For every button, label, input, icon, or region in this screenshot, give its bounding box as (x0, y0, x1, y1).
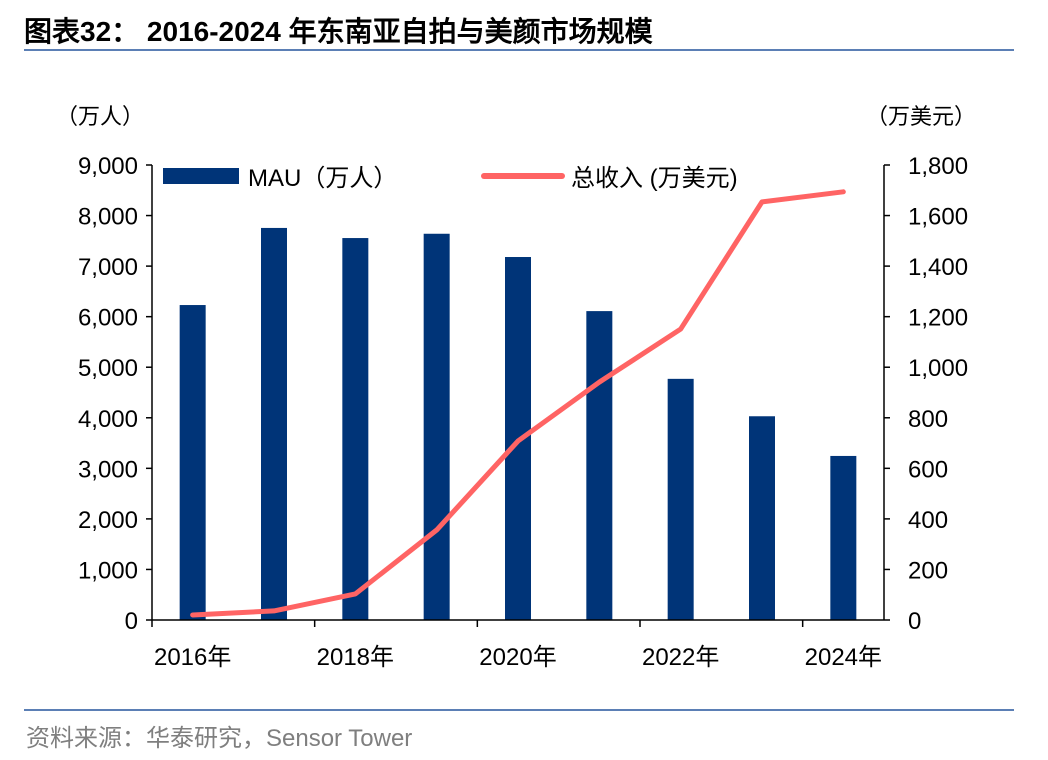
x-tick-label: 2020年 (479, 644, 556, 671)
x-tick-label: 2016年 (154, 644, 231, 671)
chart-title: 图表32： 2016-2024 年东南亚自拍与美颜市场规模 (24, 16, 653, 47)
source-note: 资料来源：华泰研究，Sensor Tower (26, 725, 413, 752)
bar-2018年 (342, 238, 369, 620)
left-tick-label: 3,000 (78, 456, 138, 483)
legend: MAU（万人） 总收入 (万美元) (163, 165, 738, 192)
right-tick-label: 0 (908, 608, 921, 635)
left-tick-label: 7,000 (78, 254, 138, 281)
x-tick-label: 2024年 (805, 644, 882, 671)
bar-2017年 (261, 227, 287, 621)
bar-2022年 (667, 378, 694, 620)
right-tick-label: 200 (908, 557, 948, 584)
right-tick-label: 400 (908, 507, 948, 534)
left-tick-label: 1,000 (78, 557, 138, 584)
bar-2023年 (749, 416, 775, 620)
right-tick-label: 800 (908, 406, 948, 433)
bar-2021年 (586, 311, 613, 620)
left-tick-label: 6,000 (78, 305, 138, 332)
right-tick-label: 1,600 (908, 204, 968, 231)
right-tick-label: 1,400 (908, 254, 968, 281)
legend-bar-label: MAU（万人） (248, 165, 397, 192)
x-tick-label: 2022年 (642, 644, 719, 671)
right-axis-label: （万美元） (866, 104, 976, 129)
right-tick-label: 600 (908, 456, 948, 483)
left-tick-label: 5,000 (78, 355, 138, 382)
left-tick-label: 0 (125, 608, 138, 635)
right-tick-label: 1,800 (908, 153, 968, 180)
left-tick-label: 9,000 (78, 153, 138, 180)
bar-2019年 (423, 233, 450, 620)
footer-divider (24, 709, 1014, 711)
x-tick-label: 2018年 (317, 644, 394, 671)
right-tick-label: 1,000 (908, 355, 968, 382)
left-axis-label: （万人） (56, 104, 144, 129)
right-tick-label: 1,200 (908, 305, 968, 332)
left-tick-label: 8,000 (78, 204, 138, 231)
left-tick-label: 2,000 (78, 507, 138, 534)
legend-bar-swatch (163, 168, 239, 184)
title-divider (24, 49, 1014, 51)
left-tick-label: 4,000 (78, 406, 138, 433)
bar-2016年 (179, 305, 206, 620)
legend-line-label: 总收入 (万美元) (571, 165, 738, 192)
bar-2024年 (830, 455, 857, 620)
